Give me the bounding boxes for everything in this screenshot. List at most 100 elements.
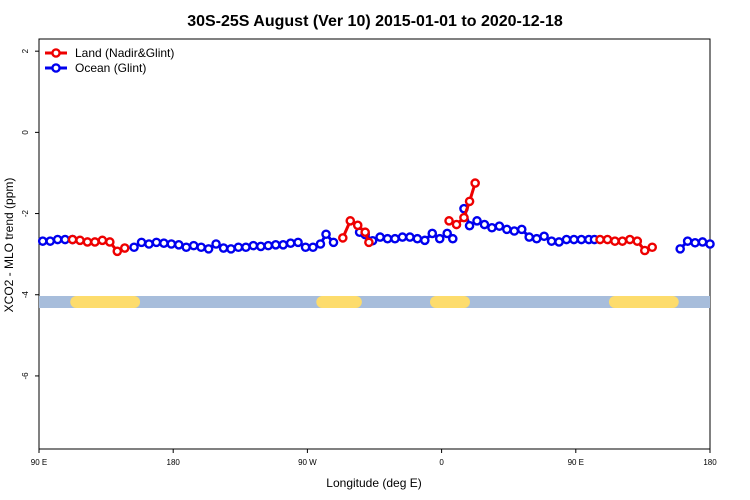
data-point (360, 227, 370, 238)
data-point (300, 242, 311, 253)
data-point (345, 216, 356, 226)
data-point (315, 239, 326, 249)
data-point (159, 238, 169, 248)
data-point (602, 234, 613, 245)
data-point (166, 239, 177, 249)
data-point (285, 238, 296, 248)
x-axis: 90 E 180 90 W 0 90 E 180 (31, 449, 717, 467)
data-point (595, 234, 605, 245)
data-point (112, 246, 123, 257)
data-point (487, 222, 497, 233)
data-point (144, 239, 154, 249)
data-point (405, 232, 415, 242)
data-point (682, 236, 693, 246)
data-point (502, 224, 512, 235)
data-point (397, 232, 408, 242)
data-point (218, 243, 229, 253)
data-point (328, 237, 339, 248)
data-point (270, 240, 281, 250)
x-tick-label: 90 E (31, 458, 47, 467)
data-point (293, 237, 303, 248)
data-point (67, 234, 78, 245)
data-point (561, 234, 572, 245)
data-point (494, 221, 505, 231)
data-point (412, 233, 423, 244)
x-axis-label: Longitude (deg E) (326, 476, 421, 490)
data-point (576, 234, 587, 245)
chart-title: 30S-25S August (Ver 10) 2015-01-01 to 20… (187, 13, 563, 30)
y-tick-label: -6 (21, 372, 30, 380)
data-point (479, 219, 490, 230)
data-point (632, 236, 643, 246)
data-point (352, 220, 363, 231)
data-point (52, 234, 63, 245)
data-point (546, 236, 557, 246)
data-point (617, 236, 628, 246)
data-point (464, 220, 475, 231)
data-point (427, 228, 438, 239)
data-point (211, 239, 221, 249)
legend-marker (51, 63, 61, 73)
data-point (248, 240, 259, 251)
data-point (459, 212, 469, 223)
data-point (181, 242, 192, 253)
data-point (82, 237, 93, 247)
data-point (60, 234, 70, 245)
series-ocean-glint- (37, 203, 715, 254)
data-point (256, 241, 266, 252)
data-point (625, 234, 635, 245)
legend-marker (51, 48, 61, 58)
x-tick-label: 180 (703, 458, 717, 467)
data-point (472, 216, 482, 226)
data-point (434, 233, 445, 244)
data-point (105, 237, 115, 247)
data-point (639, 245, 650, 256)
data-point (647, 242, 658, 253)
data-point (37, 236, 48, 246)
x-tick-label: 90 W (298, 458, 317, 467)
data-point (196, 242, 206, 253)
data-point (420, 235, 430, 246)
data-point (444, 216, 454, 226)
x-tick-label: 0 (439, 458, 444, 467)
data-point (464, 196, 475, 207)
data-point (705, 239, 715, 249)
data-point (509, 226, 520, 236)
data-point (524, 232, 535, 242)
data-point (375, 232, 385, 242)
data-point (129, 242, 139, 253)
data-point (390, 233, 400, 244)
y-axis-label: XCO2 - MLO trend (ppm) (2, 178, 16, 313)
data-point (451, 219, 462, 230)
legend-item: Land (Nadir&Glint) (45, 46, 174, 60)
data-point (308, 242, 318, 253)
data-point (119, 243, 130, 253)
legend-item: Ocean (Glint) (45, 61, 146, 75)
data-point (554, 237, 564, 247)
data-point (90, 237, 100, 247)
data-point (75, 235, 85, 246)
data-point (697, 237, 708, 247)
y-tick-label: -2 (21, 209, 30, 217)
data-point (173, 240, 184, 250)
data-point (447, 233, 458, 244)
data-point (233, 242, 244, 253)
data-point (203, 244, 214, 254)
x-tick-label: 90 E (568, 458, 584, 467)
data-point (97, 235, 108, 246)
data-point (539, 231, 549, 242)
y-tick-label: 2 (21, 48, 30, 53)
data-point (241, 242, 251, 253)
y-tick-label: 0 (21, 130, 30, 135)
x-tick-label: 180 (167, 458, 181, 467)
data-point (151, 237, 162, 248)
data-point (188, 240, 199, 251)
data-point (263, 240, 274, 251)
data-point (45, 236, 55, 246)
data-point (610, 236, 620, 246)
y-axis: 2 0 -2 -4 -6 (21, 48, 39, 379)
data-point (690, 237, 700, 248)
data-point (278, 240, 288, 250)
series-land-nadir-glint- (67, 178, 658, 257)
